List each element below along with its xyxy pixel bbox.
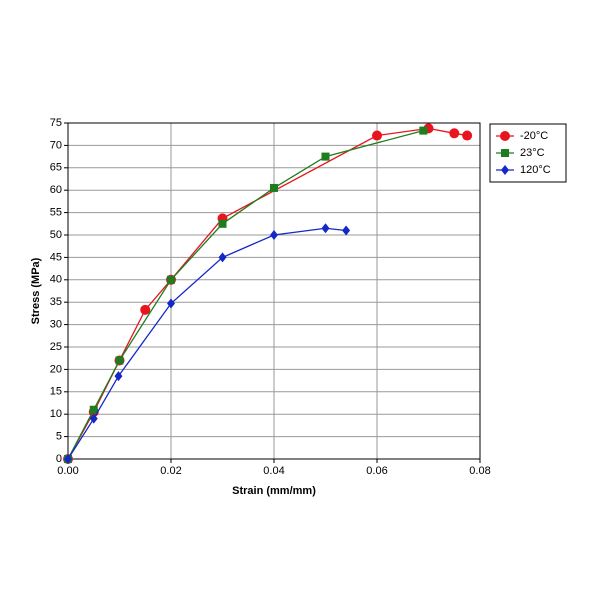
- x-tick-label: 0.02: [160, 465, 181, 477]
- legend-label: 23°C: [520, 147, 545, 159]
- marker: [321, 223, 330, 234]
- y-tick-label: 75: [50, 117, 62, 129]
- marker: [501, 149, 509, 157]
- y-tick-label: 70: [50, 139, 62, 151]
- y-tick-label: 15: [50, 386, 62, 398]
- marker: [114, 371, 123, 382]
- y-tick-label: 45: [50, 251, 62, 263]
- marker: [270, 230, 278, 240]
- y-tick-label: 25: [50, 341, 62, 353]
- marker: [270, 183, 278, 192]
- y-tick-label: 55: [50, 207, 62, 219]
- marker: [167, 298, 175, 309]
- marker: [89, 413, 98, 424]
- marker: [115, 356, 124, 365]
- marker: [218, 252, 227, 263]
- y-tick-label: 30: [50, 319, 62, 331]
- marker: [167, 275, 175, 284]
- y-tick-label: 65: [50, 162, 62, 174]
- marker: [218, 219, 227, 228]
- y-axis-label: Stress (MPa): [30, 257, 42, 324]
- x-tick-label: 0.00: [57, 465, 78, 477]
- marker: [64, 454, 72, 464]
- series-line: [67, 129, 424, 460]
- y-tick-label: 40: [50, 274, 62, 286]
- y-tick-label: 50: [50, 229, 62, 241]
- y-tick-label: 0: [56, 453, 62, 465]
- y-tick-label: 5: [56, 431, 62, 443]
- marker: [500, 131, 510, 141]
- plot-frame: [67, 122, 481, 460]
- marker: [462, 130, 473, 141]
- marker: [321, 152, 330, 161]
- marker: [140, 304, 151, 315]
- marker: [372, 130, 382, 141]
- legend-label: -20°C: [520, 130, 548, 142]
- series-line: [67, 227, 347, 460]
- y-tick-label: 60: [50, 184, 62, 196]
- x-axis-label: Strain (mm/mm): [232, 485, 316, 497]
- marker: [419, 126, 428, 135]
- y-tick-label: 10: [50, 408, 62, 420]
- legend-label: 120°C: [520, 164, 551, 176]
- x-tick-label: 0.06: [366, 465, 387, 477]
- marker: [342, 225, 351, 236]
- marker: [89, 405, 98, 414]
- marker: [501, 165, 509, 175]
- y-tick-label: 20: [50, 363, 62, 375]
- x-tick-label: 0.04: [263, 465, 284, 477]
- x-tick-label: 0.08: [469, 465, 490, 477]
- marker: [449, 128, 460, 139]
- y-tick-label: 35: [50, 296, 62, 308]
